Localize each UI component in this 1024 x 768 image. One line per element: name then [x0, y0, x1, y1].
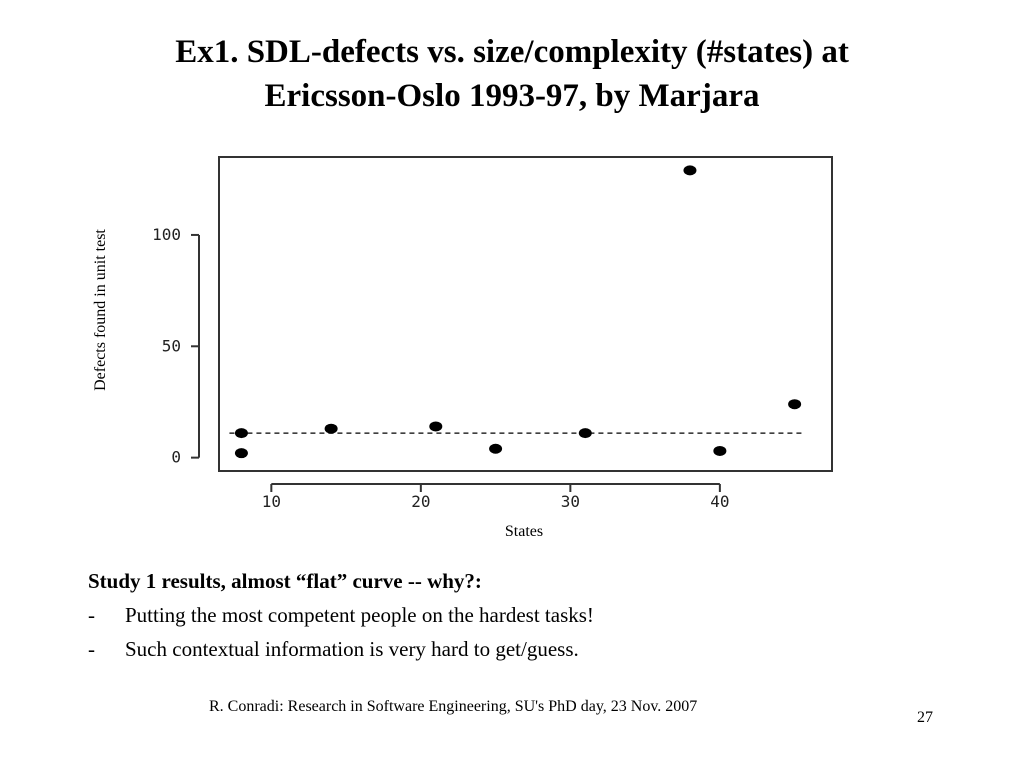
bullet-text: Such contextual information is very hard… [125, 637, 579, 661]
bullet-marker: - [88, 637, 95, 661]
data-point [489, 443, 503, 454]
x-tick-label: 10 [262, 492, 281, 511]
x-axis-label: States [504, 523, 544, 540]
data-point [578, 428, 592, 439]
bullet-marker: - [88, 603, 95, 627]
y-tick-label: 100 [152, 225, 181, 244]
data-point [324, 423, 338, 434]
data-point [234, 428, 248, 439]
data-point [683, 165, 697, 176]
data-point [429, 421, 443, 432]
bullet-item: - Putting the most competent people on t… [88, 598, 594, 632]
title-line-2: Ericsson-Oslo 1993-97, by Marjara [264, 78, 760, 114]
axes: 0 50 100 10 20 30 40 [152, 225, 729, 511]
footer-citation: R. Conradi: Research in Software Enginee… [209, 698, 698, 715]
page-number: 27 [917, 709, 933, 726]
plot-frame [218, 156, 833, 472]
data-points [234, 165, 802, 459]
y-axis-label: Defects found in unit test [92, 229, 109, 391]
x-tick-label: 40 [710, 492, 729, 511]
x-tick-label: 30 [561, 492, 580, 511]
y-tick-label: 50 [162, 336, 181, 355]
notes: Study 1 results, almost “flat” curve -- … [88, 564, 594, 666]
x-tick-label: 20 [411, 492, 430, 511]
data-point [713, 445, 727, 456]
data-point [234, 448, 248, 459]
bullet-text: Putting the most competent people on the… [125, 603, 594, 627]
data-point [788, 399, 802, 410]
slide-title: Ex1. SDL-defects vs. size/complexity (#s… [0, 30, 1024, 118]
bullet-item: - Such contextual information is very ha… [88, 632, 594, 666]
y-tick-label: 0 [171, 448, 181, 467]
notes-heading: Study 1 results, almost “flat” curve -- … [88, 569, 482, 593]
title-line-1: Ex1. SDL-defects vs. size/complexity (#s… [175, 34, 849, 70]
